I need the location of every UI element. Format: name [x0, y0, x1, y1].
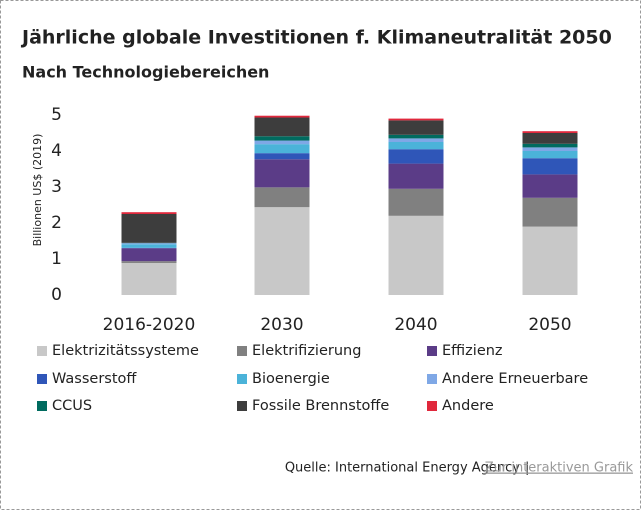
bar-segment: [522, 147, 578, 151]
bar-segment: [121, 248, 177, 262]
bar-segment: [522, 174, 578, 198]
bar-segment: [254, 115, 310, 118]
interactive-link[interactable]: Zur interaktiven Grafik: [485, 461, 634, 476]
bar-segment: [254, 117, 310, 137]
bar-segment: [388, 149, 444, 164]
bar-segment: [388, 142, 444, 150]
bar-segment: [522, 151, 578, 159]
legend-swatch: [37, 346, 47, 356]
legend-label: Andere Erneuerbare: [442, 371, 588, 387]
bar-segment: [254, 187, 310, 208]
bar-segment: [254, 136, 310, 141]
y-tick-label: 1: [51, 249, 62, 269]
y-tick-label: 2: [51, 213, 62, 233]
legend-label: Wasserstoff: [52, 371, 137, 387]
bar-segment: [121, 244, 177, 248]
legend-label: Bioenergie: [252, 371, 330, 387]
legend-swatch: [427, 374, 437, 384]
bar-segment: [388, 215, 444, 295]
x-tick-label: 2050: [528, 315, 571, 335]
y-axis-label: Billionen US$ (2019): [31, 134, 44, 247]
legend-swatch: [237, 346, 247, 356]
y-tick-label: 5: [51, 105, 62, 125]
legend-swatch: [237, 374, 247, 384]
bar-segment: [121, 261, 177, 263]
bar-segment: [121, 262, 177, 295]
bar-segment: [522, 143, 578, 148]
x-tick-label: 2016-2020: [103, 315, 196, 335]
bar-segment: [254, 207, 310, 295]
bar-segment: [254, 159, 310, 188]
y-tick-label: 4: [51, 141, 62, 161]
bar-segment: [522, 158, 578, 175]
bar-segment: [254, 153, 310, 160]
bar-segment: [388, 118, 444, 121]
legend-label: Andere: [442, 398, 494, 414]
bar-segment: [121, 212, 177, 214]
legend-label: Elektrifizierung: [252, 343, 361, 359]
legend-label: Fossile Brennstoffe: [252, 398, 389, 414]
bar-segment: [522, 197, 578, 227]
bar-segment: [522, 133, 578, 144]
y-tick-label: 3: [51, 177, 62, 197]
bar-segment: [254, 140, 310, 145]
bar-segment: [388, 163, 444, 189]
bar-segment: [121, 214, 177, 243]
x-tick-label: 2040: [394, 315, 437, 335]
bar-segment: [522, 226, 578, 295]
bar-segment: [388, 134, 444, 139]
separator: |: [525, 461, 529, 476]
y-tick-label: 0: [51, 285, 62, 305]
x-tick-label: 2030: [260, 315, 303, 335]
chart-title: Jährliche globale Investitionen f. Klima…: [20, 27, 612, 49]
bar-segment: [388, 188, 444, 216]
bar-segment: [388, 138, 444, 142]
legend-label: Elektrizitätssysteme: [52, 343, 199, 359]
bar-segment: [522, 131, 578, 133]
legend-label: Effizienz: [442, 343, 503, 359]
legend-swatch: [37, 374, 47, 384]
chart-subtitle: Nach Technologiebereichen: [22, 63, 269, 82]
source: Quelle: International Energy Agency: [285, 461, 520, 476]
legend-swatch: [427, 401, 437, 411]
legend-label: CCUS: [52, 398, 92, 414]
legend-swatch: [427, 346, 437, 356]
bar-segment: [254, 144, 310, 154]
legend-swatch: [237, 401, 247, 411]
legend-swatch: [37, 401, 47, 411]
bar-segment: [121, 243, 177, 245]
bar-segment: [388, 120, 444, 135]
